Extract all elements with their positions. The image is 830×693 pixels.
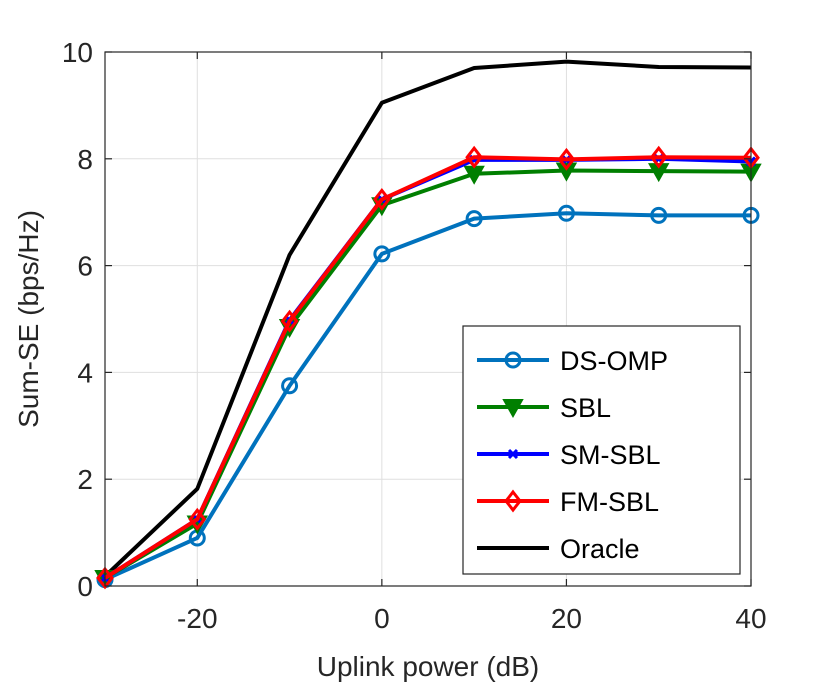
data-point-fm-sbl (96, 566, 114, 590)
legend-label: SM-SBL (560, 440, 661, 470)
legend-label: DS-OMP (560, 346, 668, 376)
legend-entry-sm-sbl: SM-SBL (477, 440, 661, 470)
data-point-fm-sbl (372, 187, 391, 211)
legend-label: Oracle (560, 534, 640, 564)
series-line-oracle (103, 59, 752, 578)
y-tick-label: 2 (77, 464, 93, 495)
legend-marker (507, 448, 519, 460)
series-layer (94, 59, 762, 590)
legend: DS-OMP SBL SM-SBL FM-SBL Oracle (462, 325, 741, 575)
series-line-ds-omp (104, 211, 751, 582)
x-tick-label: 40 (735, 603, 766, 634)
data-point-fm-sbl (280, 309, 299, 333)
x-axis-label: Uplink power (dB) (317, 651, 540, 682)
x-tick-label: 20 (551, 603, 582, 634)
y-tick-label: 4 (77, 357, 93, 388)
legend-marker (504, 351, 522, 369)
plot-frame (104, 51, 752, 587)
data-point-ds-omp (557, 204, 575, 222)
tick-labels: -20 0 20 40 0 2 4 6 8 10 (62, 37, 767, 634)
y-tick-label: 8 (77, 144, 93, 175)
data-point-ds-omp (281, 377, 299, 395)
data-point-ds-omp (373, 245, 391, 263)
legend-entry-fm-sbl: FM-SBL (477, 487, 659, 517)
y-axis-label: Sum-SE (bps/Hz) (13, 210, 44, 428)
series-ds-omp (96, 204, 760, 589)
x-tick-label: -20 (177, 603, 217, 634)
series-line-fm-sbl (103, 155, 752, 580)
data-point-fm-sbl (649, 145, 668, 169)
y-tick-label: 0 (77, 571, 93, 602)
y-tick-label: 6 (77, 251, 93, 282)
legend-entry-ds-omp: DS-OMP (477, 346, 668, 376)
data-point-fm-sbl (188, 507, 207, 531)
legend-entry-oracle: Oracle (477, 534, 640, 564)
x-tick-label: 0 (374, 603, 390, 634)
legend-label: FM-SBL (560, 487, 659, 517)
y-tick-label: 10 (62, 37, 93, 68)
legend-label: SBL (560, 393, 611, 423)
data-point-sbl (555, 162, 578, 182)
legend-marker (502, 399, 524, 419)
axis-ticks (105, 51, 752, 587)
legend-entry-sbl: SBL (477, 393, 611, 423)
legend-marker (504, 489, 522, 513)
data-point-fm-sbl (465, 145, 484, 169)
data-point-fm-sbl (557, 147, 576, 171)
data-point-ds-omp (650, 206, 668, 224)
data-point-ds-omp (465, 210, 483, 228)
series-oracle (103, 59, 752, 578)
